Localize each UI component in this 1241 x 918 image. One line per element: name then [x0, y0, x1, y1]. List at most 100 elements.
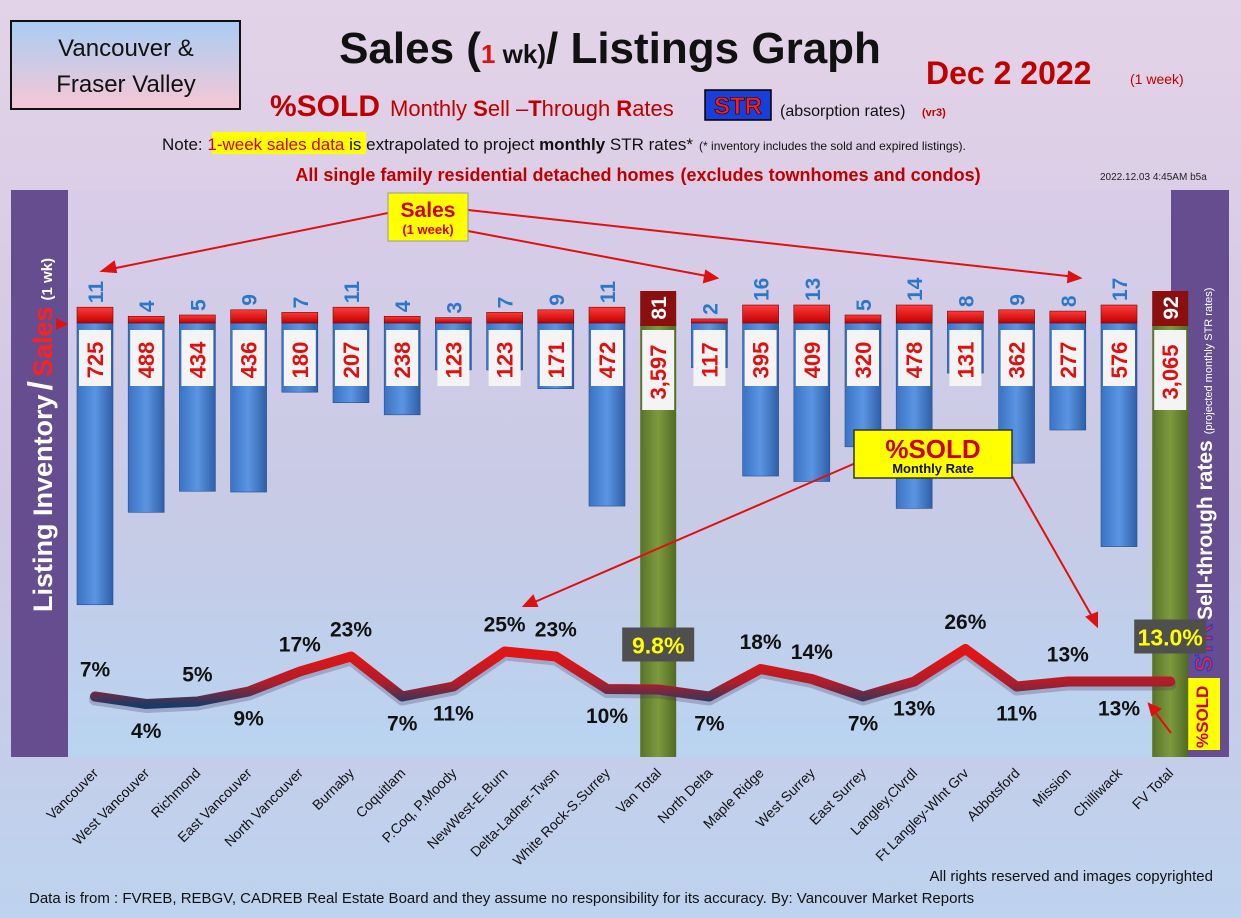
str-label-3: 9%	[233, 708, 264, 731]
listing-label-14: 409	[800, 342, 825, 379]
sales-bar-15	[844, 314, 882, 324]
listing-label-11: 3,597	[646, 344, 671, 399]
version-text: (vr3)	[922, 107, 946, 119]
str-label-16: 13%	[893, 698, 935, 721]
str-label-20: 13%	[1098, 698, 1140, 721]
sales-label-21: 92	[1160, 296, 1183, 319]
right-sold-label: %SOLD	[1193, 686, 1212, 748]
listing-label-4: 180	[288, 342, 313, 379]
sales-marker-arrow	[56, 318, 68, 330]
listing-label-box-4	[283, 330, 316, 386]
sales-callout: Sales (1 week)	[387, 192, 469, 242]
sales-callout-title: Sales	[401, 199, 456, 222]
listing-label-2: 434	[185, 341, 210, 378]
listing-label-box-16	[898, 330, 931, 386]
sales-bar-20	[1100, 304, 1138, 324]
listing-label-box-3	[232, 330, 265, 386]
sales-bar-2	[179, 314, 216, 324]
sold-callout-title: %SOLD	[885, 434, 980, 464]
sales-label-4: 7	[290, 297, 313, 309]
str-label-4: 17%	[279, 634, 321, 657]
str-badge: STR	[704, 89, 772, 121]
sales-label-5: 11	[341, 281, 364, 304]
str-label-17: 26%	[944, 611, 986, 634]
sales-label-0: 11	[85, 281, 108, 304]
sales-label-7: 3	[443, 302, 466, 314]
str-label-5: 23%	[330, 619, 372, 642]
sales-bar-14	[793, 304, 831, 324]
sales-bar-8	[486, 312, 523, 324]
listing-label-box-17	[949, 330, 982, 386]
listing-label-box-18	[1000, 330, 1033, 386]
str-label-15: 7%	[848, 713, 879, 736]
sales-bar-0	[76, 306, 114, 324]
str-label-10: 10%	[586, 705, 628, 728]
str-label-12: 7%	[694, 713, 725, 736]
listing-label-box-7	[437, 330, 470, 386]
sales-label-13: 16	[751, 278, 774, 301]
sales-bar-19	[1049, 310, 1087, 324]
listing-label-12: 117	[697, 342, 722, 378]
listing-label-5: 207	[339, 342, 364, 379]
sales-label-18: 9	[1007, 294, 1030, 306]
str-label-11: 9.8%	[632, 633, 684, 659]
listing-label-17: 131	[953, 342, 978, 379]
sales-label-15: 5	[853, 299, 876, 311]
listing-label-box-10	[591, 330, 623, 386]
chart-title: Sales (1 wk)/ Listings Graph	[339, 24, 881, 73]
sales-bar-4	[281, 312, 319, 324]
sales-bar-7	[435, 317, 472, 324]
listing-label-8: 123	[493, 342, 518, 379]
listing-label-box-15	[847, 330, 879, 386]
sales-bar-5	[332, 306, 370, 324]
region-line2: Fraser Valley	[56, 71, 196, 98]
sales-label-17: 8	[955, 295, 978, 307]
sales-label-12: 2	[699, 303, 722, 315]
line-layer	[89, 644, 1177, 713]
str-label-14: 14%	[791, 641, 833, 664]
sales-total-box-11	[640, 291, 677, 326]
listing-label-box-2	[181, 330, 214, 386]
listing-label-9: 171	[544, 342, 569, 379]
str-label-2: 5%	[182, 664, 213, 687]
str-label-8: 25%	[484, 614, 526, 637]
str-total-box-21	[1134, 619, 1207, 654]
listing-label-box-9	[539, 330, 572, 386]
listing-label-15: 320	[851, 342, 876, 379]
listing-label-1: 488	[134, 342, 159, 379]
sales-bar-3	[230, 309, 267, 324]
listing-label-box-12	[693, 330, 726, 386]
sales-total-box-21	[1152, 291, 1189, 326]
sales-bar-17	[947, 310, 984, 324]
note-text: Note: 1-week sales data is extrapolated …	[162, 135, 966, 154]
str-badge-label: STR	[714, 93, 762, 120]
sales-label-16: 14	[904, 277, 927, 301]
listing-label-box-11	[642, 330, 675, 410]
listing-label-box-14	[795, 330, 828, 386]
report-date: Dec 2 2022	[926, 55, 1091, 91]
region-box: Vancouver & Fraser Valley	[10, 20, 241, 110]
str-label-21: 13.0%	[1138, 625, 1203, 651]
sales-label-19: 8	[1058, 295, 1081, 307]
note-highlight	[212, 132, 366, 154]
str-label-18: 11%	[996, 703, 1037, 726]
sales-label-20: 17	[1109, 278, 1132, 301]
sales-label-14: 13	[802, 278, 825, 301]
str-line	[90, 644, 1176, 709]
listing-label-13: 395	[749, 342, 774, 379]
sales-bar-10	[588, 306, 626, 324]
sales-label-3: 9	[239, 294, 262, 306]
source-text: Data is from : FVREB, REBGV, CADREB Real…	[29, 890, 974, 907]
listing-label-6: 238	[390, 342, 415, 379]
sales-callout-sub: (1 week)	[402, 222, 453, 237]
sales-label-10: 11	[597, 281, 620, 304]
listing-label-19: 277	[1056, 342, 1081, 379]
sales-bar-12	[691, 318, 728, 324]
rights-text: All rights reserved and images copyright…	[930, 868, 1213, 885]
left-axis-title: Listing Inventory/Sales(1 wk)	[22, 258, 60, 612]
listing-label-box-6	[386, 330, 419, 386]
callout-arrows	[99, 209, 1172, 734]
listing-label-box-21	[1154, 330, 1187, 410]
sales-label-1: 4	[136, 300, 159, 312]
